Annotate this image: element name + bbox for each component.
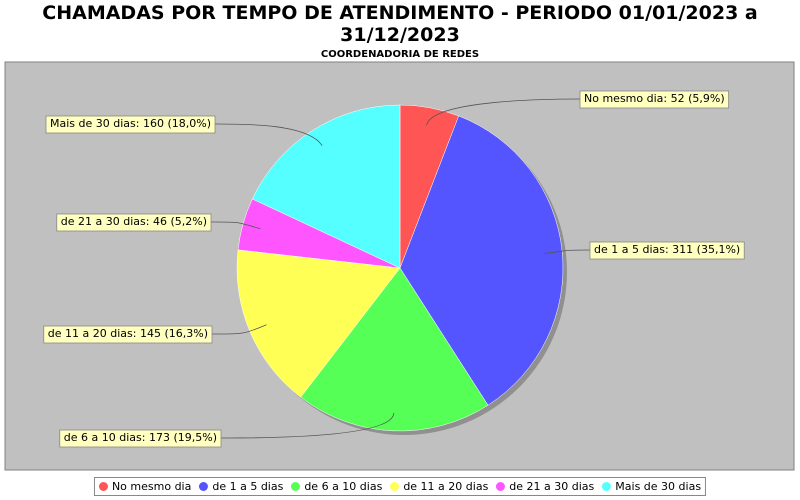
legend-label: de 1 a 5 dias (212, 480, 284, 493)
legend-swatch (390, 482, 400, 491)
label-box (43, 325, 213, 344)
data-label-text: de 11 a 20 dias: 145 (16,3%) (48, 327, 208, 340)
data-label-text: de 6 a 10 dias: 173 (19,5%) (64, 431, 217, 444)
legend-swatch (602, 482, 612, 491)
data-label: de 11 a 20 dias: 145 (16,3%) (43, 325, 213, 344)
legend-item: de 1 a 5 dias (199, 480, 283, 493)
legend-item: de 21 a 30 dias (496, 480, 594, 493)
legend-item: de 11 a 20 dias (390, 480, 488, 493)
label-connector (544, 249, 591, 254)
legend-item: Mais de 30 dias (602, 480, 701, 493)
label-connector (214, 123, 323, 146)
legend-label: de 6 a 10 dias (304, 480, 383, 493)
pie-slice (300, 267, 489, 432)
data-label-text: de 1 a 5 dias: 311 (35,1%) (594, 243, 740, 256)
data-label: de 6 a 10 dias: 173 (19,5%) (59, 429, 222, 448)
legend-item: de 6 a 10 dias (291, 480, 382, 493)
legend-label: de 11 a 20 dias (403, 480, 489, 493)
data-label: de 1 a 5 dias: 311 (35,1%) (589, 241, 745, 260)
label-box (579, 90, 730, 109)
legend-label: No mesmo dia (111, 480, 192, 493)
label-connector (210, 221, 261, 230)
data-label: de 21 a 30 dias: 46 (5,2%) (56, 213, 212, 232)
label-connector (220, 412, 395, 439)
legend-label: Mais de 30 dias (615, 480, 702, 493)
legend-swatch (98, 482, 108, 491)
legend-swatch (291, 482, 301, 491)
data-label: Mais de 30 dias: 160 (18,0%) (45, 115, 216, 134)
pie-slice (252, 104, 401, 269)
legend-label: de 21 a 30 dias (509, 480, 595, 493)
label-connector (211, 324, 267, 335)
label-box (59, 429, 222, 448)
legend-item: No mesmo dia (98, 480, 192, 493)
chart-title: CHAMADAS POR TEMPO DE ATENDIMENTO - PERI… (42, 2, 758, 46)
data-label-text: Mais de 30 dias: 160 (18,0%) (50, 117, 211, 130)
legend-swatch (199, 482, 209, 491)
label-box (45, 115, 216, 134)
data-label-text: de 21 a 30 dias: 46 (5,2%) (61, 215, 207, 228)
legend-swatch (496, 482, 506, 491)
chart-subtitle: COORDENADORIA DE REDES (320, 49, 480, 60)
label-box (56, 213, 212, 232)
legend: No mesmo dia de 1 a 5 dias de 6 a 10 dias d… (93, 477, 707, 496)
label-connector (426, 98, 581, 126)
pie-slice (236, 249, 401, 398)
data-label: No mesmo dia: 52 (5,9%) (579, 90, 730, 109)
data-label-text: No mesmo dia: 52 (5,9%) (584, 92, 725, 105)
label-box (589, 241, 745, 260)
